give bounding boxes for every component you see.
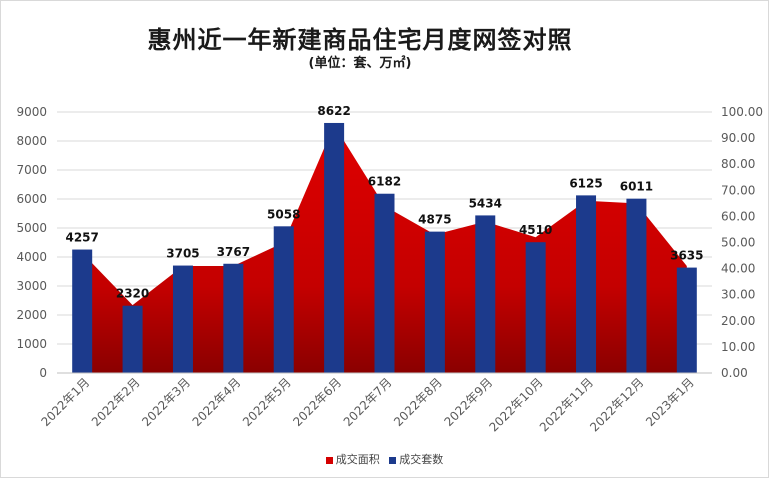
bar-2022年9月 <box>475 215 496 373</box>
data-label: 2320 <box>116 287 149 301</box>
y-right-tick-label: 50.00 <box>721 236 755 250</box>
data-label: 3635 <box>670 249 703 263</box>
x-tick-label: 2022年2月 <box>89 375 143 429</box>
y-left-tick-label: 5000 <box>16 221 47 235</box>
x-tick-label: 2023年1月 <box>643 375 697 429</box>
bar-2022年6月 <box>324 122 345 373</box>
data-label: 6125 <box>569 176 602 190</box>
y-right-tick-label: 100.00 <box>721 105 763 119</box>
y-right-tick-label: 90.00 <box>721 131 755 145</box>
y-left-tick-label: 8000 <box>16 134 47 148</box>
bar-2022年3月 <box>172 265 193 373</box>
bar-2022年10月 <box>525 242 546 373</box>
y-right-tick-label: 10.00 <box>721 340 755 354</box>
y-right-tick-label: 40.00 <box>721 262 755 276</box>
bar-2022年5月 <box>273 226 294 373</box>
bar-2022年8月 <box>424 231 445 373</box>
data-label: 5434 <box>469 196 502 210</box>
bar-2022年12月 <box>626 198 647 373</box>
bar-2022年11月 <box>576 195 597 373</box>
bar-2022年1月 <box>72 249 93 373</box>
x-tick-label: 2022年6月 <box>290 375 344 429</box>
y-left-tick-label: 9000 <box>16 105 47 119</box>
chart-subtitle: (单位：套、万㎡) <box>308 56 412 71</box>
data-label: 6182 <box>368 175 401 189</box>
x-tick-label: 2022年8月 <box>391 375 445 429</box>
data-label: 6011 <box>620 180 653 194</box>
bar-2022年4月 <box>223 263 244 373</box>
x-tick-label: 2022年3月 <box>139 375 193 429</box>
data-label: 8622 <box>317 104 350 118</box>
data-label: 4510 <box>519 223 552 237</box>
x-tick-label: 2022年9月 <box>442 375 496 429</box>
y-left-tick-label: 4000 <box>16 250 47 264</box>
data-label: 3705 <box>166 247 199 261</box>
y-right-tick-label: 0.00 <box>721 366 748 380</box>
bar-2022年7月 <box>374 193 395 373</box>
y-right-tick-label: 80.00 <box>721 157 755 171</box>
y-left-tick-label: 0 <box>39 366 47 380</box>
bar-2022年2月 <box>122 305 143 373</box>
legend-swatch-area <box>325 456 333 464</box>
legend-label-bar: 成交套数 <box>399 453 444 466</box>
legend-label-area: 成交面积 <box>335 453 380 466</box>
y-left-tick-label: 3000 <box>16 279 47 293</box>
legend: 成交面积 成交套数 <box>0 451 769 467</box>
data-label: 4875 <box>418 213 451 227</box>
x-tick-label: 2022年7月 <box>341 375 395 429</box>
y-right-tick-label: 70.00 <box>721 183 755 197</box>
data-label: 5058 <box>267 207 300 221</box>
chart-title: 惠州近一年新建商品住宅月度网签对照 <box>147 26 573 54</box>
data-label: 3767 <box>217 245 250 259</box>
x-tick-label: 2022年1月 <box>38 375 92 429</box>
x-tick-label: 2022年5月 <box>240 375 294 429</box>
x-tick-label: 2022年12月 <box>587 375 646 434</box>
legend-item-bar: 成交套数 <box>389 451 443 467</box>
y-right-tick-label: 60.00 <box>721 209 755 223</box>
data-label: 4257 <box>65 231 98 245</box>
y-left-tick-label: 6000 <box>16 192 47 206</box>
y-right-tick-label: 30.00 <box>721 288 755 302</box>
y-left-tick-label: 1000 <box>16 337 47 351</box>
x-tick-label: 2022年4月 <box>190 375 244 429</box>
y-left-tick-label: 7000 <box>16 163 47 177</box>
legend-item-area: 成交面积 <box>325 451 380 467</box>
legend-swatch-bar <box>389 456 397 464</box>
y-right-tick-label: 20.00 <box>721 314 755 328</box>
y-left-tick-label: 2000 <box>16 308 47 322</box>
bar-2023年1月 <box>676 267 697 373</box>
